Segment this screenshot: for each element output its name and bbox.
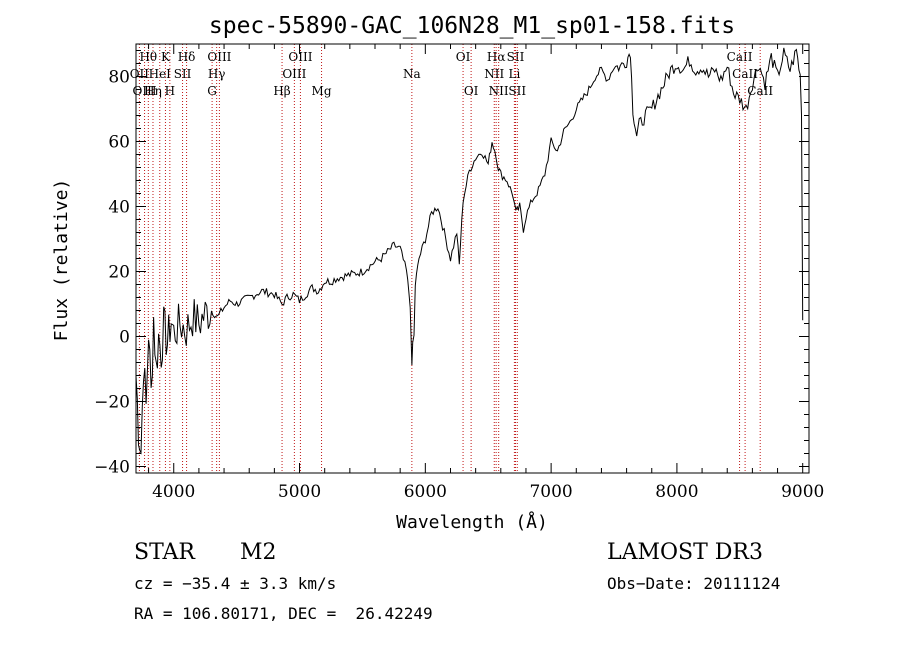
spectral-line-label: HeI <box>149 67 172 81</box>
spectral-line-label: SII <box>507 50 525 64</box>
spectrum-series <box>135 47 804 455</box>
coordinates-text: RA = 106.80171, DEC = 26.42249 <box>134 604 433 623</box>
spectral-line-label: CaII <box>747 84 773 98</box>
spectral-line-markers: Hθ OII OIII HeI Hη K H SII Hδ OIII Hγ G OIII OIII Hβ Mg… <box>130 44 773 473</box>
y-tick-label: 0 <box>119 328 130 348</box>
x-tick-label: 5000 <box>278 482 321 502</box>
y-tick-label: 20 <box>108 263 130 283</box>
redshift-text: cz = −35.4 ± 3.3 km/s <box>134 574 337 593</box>
spectral-line-label: SII <box>508 84 526 98</box>
x-tick-label: 4000 <box>152 482 195 502</box>
spectral-line-label: Hγ <box>208 67 226 81</box>
spectral-line-label: Na <box>403 67 421 81</box>
y-tick-label: 80 <box>108 68 130 88</box>
spectral-line-label: Li <box>508 67 520 81</box>
spectral-line-label: Hη <box>144 84 162 98</box>
spectral-line-label: OI <box>464 84 479 98</box>
y-tick-label: 60 <box>108 133 130 153</box>
y-axis-label: Flux (relative) <box>51 179 72 342</box>
spectral-line-label: CaII <box>732 67 758 81</box>
spectral-line-label: NII <box>489 84 509 98</box>
spectral-line-label: K <box>161 50 171 64</box>
object-subclass: M2 <box>240 540 277 565</box>
x-axis-label: Wavelength (Å) <box>396 511 548 533</box>
spectral-line-label: NII <box>484 67 504 81</box>
axis-ticks: 4000 5000 6000 7000 8000 9000 −40 −20 0 20 40 60 80 <box>94 44 824 502</box>
spectral-line-label: H <box>165 84 175 98</box>
observation-date: Obs−Date: 20111124 <box>607 574 781 593</box>
plot-frame <box>135 43 810 474</box>
survey-name: LAMOST DR3 <box>607 540 763 565</box>
spectral-line-label: OIII <box>288 50 312 64</box>
y-tick-label: −40 <box>94 458 130 478</box>
spectral-line-label: CaII <box>727 50 753 64</box>
x-tick-label: 8000 <box>655 482 698 502</box>
spectral-line-label: Hα <box>487 50 506 64</box>
spectral-line-label: Hδ <box>178 50 196 64</box>
spectral-line-label: OII <box>130 67 150 81</box>
spectral-line-label: SII <box>174 67 192 81</box>
spectral-line-label: OIII <box>282 67 306 81</box>
x-tick-label: 6000 <box>404 482 447 502</box>
object-class: STAR <box>134 540 195 565</box>
chart-title: spec-55890-GAC_106N28_M1_sp01-158.fits <box>209 13 735 39</box>
spectral-line-label: Mg <box>312 84 332 98</box>
spectral-line-label: OIII <box>133 84 157 98</box>
spectral-line-label: Hβ <box>273 84 290 98</box>
spectral-line-label: OI <box>456 50 471 64</box>
y-tick-label: −20 <box>94 393 130 413</box>
spectral-line-label: Hθ <box>139 50 157 64</box>
y-tick-label: 40 <box>108 198 130 218</box>
spectral-line-label: G <box>207 84 217 98</box>
x-tick-label: 9000 <box>781 482 824 502</box>
x-tick-label: 7000 <box>529 482 572 502</box>
spectral-line-label: OIII <box>207 50 231 64</box>
